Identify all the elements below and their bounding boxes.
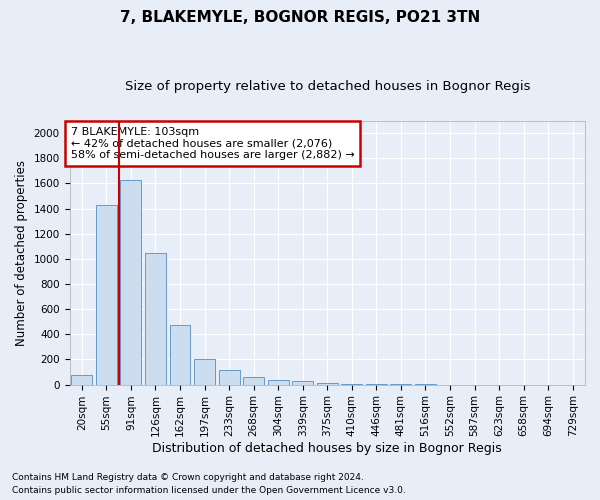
Bar — [243, 377, 264, 384]
Text: 7, BLAKEMYLE, BOGNOR REGIS, PO21 3TN: 7, BLAKEMYLE, BOGNOR REGIS, PO21 3TN — [120, 10, 480, 25]
Bar — [292, 382, 313, 384]
Bar — [96, 206, 117, 384]
Bar — [194, 360, 215, 384]
Bar — [71, 375, 92, 384]
Bar — [145, 252, 166, 384]
Title: Size of property relative to detached houses in Bognor Regis: Size of property relative to detached ho… — [125, 80, 530, 93]
Y-axis label: Number of detached properties: Number of detached properties — [15, 160, 28, 346]
X-axis label: Distribution of detached houses by size in Bognor Regis: Distribution of detached houses by size … — [152, 442, 502, 455]
Text: 7 BLAKEMYLE: 103sqm
← 42% of detached houses are smaller (2,076)
58% of semi-det: 7 BLAKEMYLE: 103sqm ← 42% of detached ho… — [71, 127, 355, 160]
Bar — [170, 325, 190, 384]
Bar — [218, 370, 239, 384]
Bar — [268, 380, 289, 384]
Text: Contains HM Land Registry data © Crown copyright and database right 2024.
Contai: Contains HM Land Registry data © Crown c… — [12, 474, 406, 495]
Bar — [121, 180, 142, 384]
